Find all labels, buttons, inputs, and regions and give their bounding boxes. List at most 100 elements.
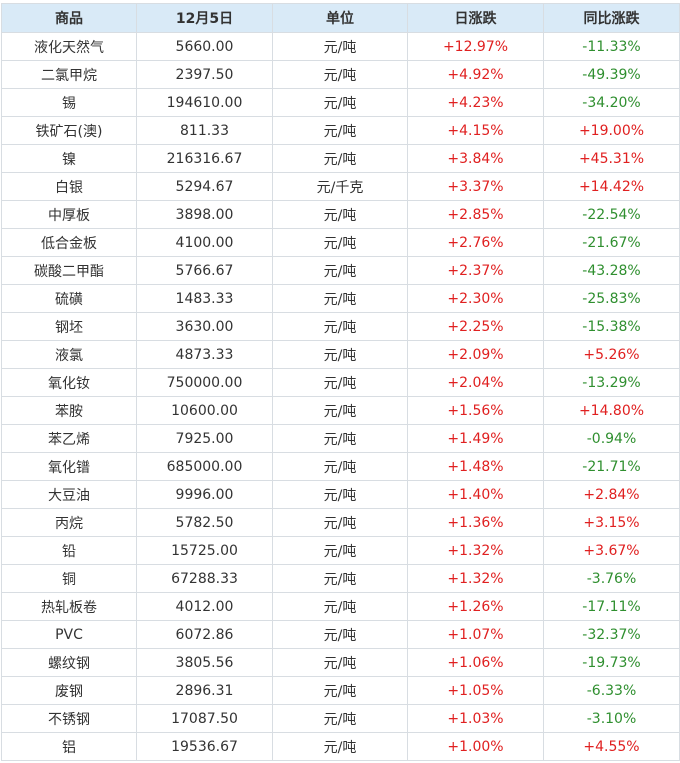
price-value: 5660.00: [137, 33, 273, 61]
table-row: 丙烷 5782.50 元/吨 +1.36% +3.15%: [2, 509, 680, 537]
daily-change-value: +1.32%: [408, 565, 544, 593]
price-value: 5766.67: [137, 257, 273, 285]
price-value: 19536.67: [137, 733, 273, 761]
header-yoy-change: 同比涨跌: [544, 4, 680, 33]
daily-change-value: +2.76%: [408, 229, 544, 257]
yoy-change-value: -21.67%: [544, 229, 680, 257]
daily-change-value: +2.09%: [408, 341, 544, 369]
commodity-name: 镍: [2, 145, 137, 173]
commodity-name: 氧化镨: [2, 453, 137, 481]
table-row: 碳酸二甲酯 5766.67 元/吨 +2.37% -43.28%: [2, 257, 680, 285]
unit-value: 元/吨: [273, 61, 408, 89]
unit-value: 元/吨: [273, 537, 408, 565]
unit-value: 元/吨: [273, 649, 408, 677]
unit-value: 元/吨: [273, 593, 408, 621]
table-row: 铜 67288.33 元/吨 +1.32% -3.76%: [2, 565, 680, 593]
table-row: 苯胺 10600.00 元/吨 +1.56% +14.80%: [2, 397, 680, 425]
table-row: 热轧板卷 4012.00 元/吨 +1.26% -17.11%: [2, 593, 680, 621]
price-value: 216316.67: [137, 145, 273, 173]
daily-change-value: +1.07%: [408, 621, 544, 649]
daily-change-value: +1.56%: [408, 397, 544, 425]
price-value: 2896.31: [137, 677, 273, 705]
daily-change-value: +2.25%: [408, 313, 544, 341]
table-row: PVC 6072.86 元/吨 +1.07% -32.37%: [2, 621, 680, 649]
unit-value: 元/吨: [273, 117, 408, 145]
table-row: 苯乙烯 7925.00 元/吨 +1.49% -0.94%: [2, 425, 680, 453]
commodity-name: PVC: [2, 621, 137, 649]
commodity-name: 螺纹钢: [2, 649, 137, 677]
unit-value: 元/吨: [273, 201, 408, 229]
daily-change-value: +1.26%: [408, 593, 544, 621]
daily-change-value: +2.37%: [408, 257, 544, 285]
yoy-change-value: -13.29%: [544, 369, 680, 397]
price-value: 1483.33: [137, 285, 273, 313]
daily-change-value: +1.40%: [408, 481, 544, 509]
yoy-change-value: -3.10%: [544, 705, 680, 733]
commodity-name: 铝: [2, 733, 137, 761]
price-value: 5782.50: [137, 509, 273, 537]
price-value: 4873.33: [137, 341, 273, 369]
daily-change-value: +1.36%: [408, 509, 544, 537]
yoy-change-value: +3.67%: [544, 537, 680, 565]
daily-change-value: +3.84%: [408, 145, 544, 173]
price-value: 17087.50: [137, 705, 273, 733]
unit-value: 元/吨: [273, 621, 408, 649]
yoy-change-value: -22.54%: [544, 201, 680, 229]
unit-value: 元/吨: [273, 341, 408, 369]
daily-change-value: +1.00%: [408, 733, 544, 761]
price-value: 5294.67: [137, 173, 273, 201]
commodity-name: 碳酸二甲酯: [2, 257, 137, 285]
unit-value: 元/吨: [273, 481, 408, 509]
yoy-change-value: -6.33%: [544, 677, 680, 705]
price-value: 3805.56: [137, 649, 273, 677]
commodity-name: 铅: [2, 537, 137, 565]
unit-value: 元/吨: [273, 257, 408, 285]
yoy-change-value: -3.76%: [544, 565, 680, 593]
daily-change-value: +4.15%: [408, 117, 544, 145]
price-value: 750000.00: [137, 369, 273, 397]
commodity-name: 不锈钢: [2, 705, 137, 733]
commodity-name: 中厚板: [2, 201, 137, 229]
table-row: 氧化镨 685000.00 元/吨 +1.48% -21.71%: [2, 453, 680, 481]
yoy-change-value: -34.20%: [544, 89, 680, 117]
table-row: 铝 19536.67 元/吨 +1.00% +4.55%: [2, 733, 680, 761]
commodity-price-table: 商品 12月5日 单位 日涨跌 同比涨跌 液化天然气 5660.00 元/吨 +12.…: [1, 3, 680, 761]
yoy-change-value: -0.94%: [544, 425, 680, 453]
price-value: 7925.00: [137, 425, 273, 453]
yoy-change-value: -19.73%: [544, 649, 680, 677]
table-row: 不锈钢 17087.50 元/吨 +1.03% -3.10%: [2, 705, 680, 733]
unit-value: 元/吨: [273, 425, 408, 453]
yoy-change-value: -32.37%: [544, 621, 680, 649]
unit-value: 元/吨: [273, 453, 408, 481]
unit-value: 元/吨: [273, 285, 408, 313]
price-value: 15725.00: [137, 537, 273, 565]
commodity-name: 废钢: [2, 677, 137, 705]
unit-value: 元/千克: [273, 173, 408, 201]
unit-value: 元/吨: [273, 229, 408, 257]
commodity-name: 液氯: [2, 341, 137, 369]
commodity-name: 低合金板: [2, 229, 137, 257]
table-row: 液氯 4873.33 元/吨 +2.09% +5.26%: [2, 341, 680, 369]
yoy-change-value: -49.39%: [544, 61, 680, 89]
table-row: 镍 216316.67 元/吨 +3.84% +45.31%: [2, 145, 680, 173]
unit-value: 元/吨: [273, 397, 408, 425]
yoy-change-value: -21.71%: [544, 453, 680, 481]
price-value: 685000.00: [137, 453, 273, 481]
header-price-date: 12月5日: [137, 4, 273, 33]
daily-change-value: +1.49%: [408, 425, 544, 453]
table-row: 中厚板 3898.00 元/吨 +2.85% -22.54%: [2, 201, 680, 229]
commodity-name: 苯胺: [2, 397, 137, 425]
price-value: 811.33: [137, 117, 273, 145]
price-value: 3898.00: [137, 201, 273, 229]
unit-value: 元/吨: [273, 33, 408, 61]
table-row: 氧化钕 750000.00 元/吨 +2.04% -13.29%: [2, 369, 680, 397]
price-value: 2397.50: [137, 61, 273, 89]
daily-change-value: +2.04%: [408, 369, 544, 397]
unit-value: 元/吨: [273, 509, 408, 537]
table-row: 大豆油 9996.00 元/吨 +1.40% +2.84%: [2, 481, 680, 509]
commodity-name: 钢坯: [2, 313, 137, 341]
unit-value: 元/吨: [273, 89, 408, 117]
commodity-name: 锡: [2, 89, 137, 117]
daily-change-value: +1.03%: [408, 705, 544, 733]
daily-change-value: +3.37%: [408, 173, 544, 201]
